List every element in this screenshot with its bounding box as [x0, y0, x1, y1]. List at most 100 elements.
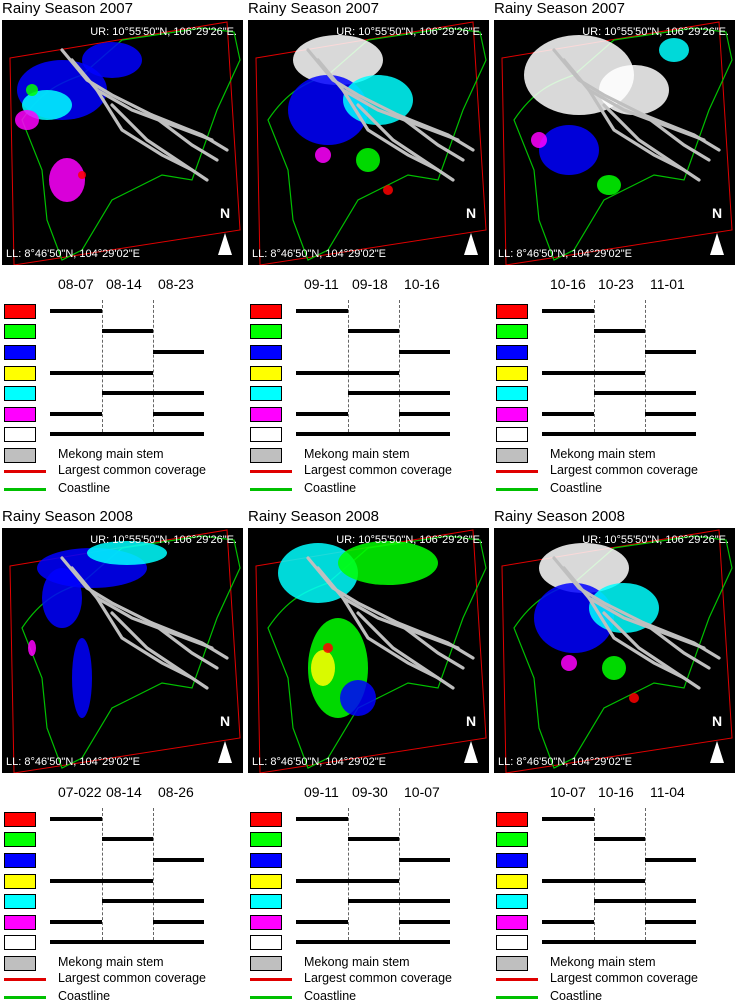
mekong-river — [306, 556, 475, 660]
north-arrow-shape — [464, 233, 478, 255]
date-span-bar — [348, 837, 399, 841]
north-arrow-shape — [218, 233, 232, 255]
date-span-bar — [296, 412, 348, 416]
date-span-bar — [50, 879, 153, 883]
north-label: N — [711, 713, 723, 729]
color-swatch-blue — [250, 853, 282, 868]
inundation-area — [78, 171, 86, 179]
panel-title: Rainy Season 2008 — [494, 508, 625, 525]
mekong-label: Mekong main stem — [304, 955, 410, 969]
mekong-river — [396, 113, 465, 162]
date-label: 09-11 — [304, 784, 339, 800]
delta-map-graphic — [501, 529, 733, 773]
date-divider — [348, 808, 349, 940]
legend-coverage: Largest common coverage — [492, 462, 737, 480]
delta-map-graphic — [255, 529, 487, 773]
date-span-bar — [296, 371, 399, 375]
inundation-area — [539, 125, 599, 175]
delta-map: UR: 10°55'50"N, 106°29'26"E. LL: 8°46'50"… — [248, 20, 489, 265]
color-swatch-green — [250, 832, 282, 847]
date-label: 10-16 — [550, 276, 586, 292]
inundation-area — [49, 158, 85, 202]
date-span-bar — [50, 940, 204, 944]
mekong-river — [356, 611, 455, 690]
date-span-bar — [296, 920, 348, 924]
coastline-label: Coastline — [550, 989, 603, 1003]
date-span-bar — [542, 371, 645, 375]
color-combination-legend — [246, 806, 491, 951]
north-arrow-shape — [710, 233, 724, 255]
date-label: 08-14 — [106, 276, 142, 292]
date-span-bar — [594, 329, 645, 333]
coastline-label: Coastline — [58, 989, 111, 1003]
inundation-area — [15, 110, 39, 130]
coastline-line-swatch — [496, 996, 538, 999]
date-span-bar — [645, 412, 696, 416]
inundation-area — [602, 656, 626, 680]
color-swatch-cyan — [496, 386, 528, 401]
color-swatch-white — [4, 427, 36, 442]
panel-title: Rainy Season 2008 — [248, 508, 379, 525]
date-span-bar — [153, 858, 204, 862]
north-arrow-shape — [218, 741, 232, 763]
mekong-label: Mekong main stem — [550, 447, 656, 461]
date-span-bar — [542, 940, 696, 944]
mekong-swatch — [250, 956, 282, 971]
coverage-label: Largest common coverage — [304, 463, 452, 477]
color-combination-legend — [492, 806, 737, 951]
color-swatch-yellow — [250, 874, 282, 889]
color-swatch-white — [4, 935, 36, 950]
mekong-river — [60, 556, 229, 660]
coastline-label: Coastline — [304, 989, 357, 1003]
date-label: 10-07 — [550, 784, 586, 800]
color-swatch-red — [250, 812, 282, 827]
inundation-area — [278, 543, 358, 603]
upper-right-coordinate: UR: 10°55'50"N, 106°29'26"E. — [582, 534, 729, 546]
mekong-river — [95, 88, 194, 172]
color-swatch-cyan — [496, 894, 528, 909]
date-span-bar — [348, 391, 450, 395]
mekong-river — [642, 621, 711, 670]
lower-left-coordinate: LL: 8°46'50"N, 104°29'02"E — [6, 756, 140, 768]
color-swatch-white — [250, 935, 282, 950]
coverage-boundary — [9, 529, 241, 773]
date-label: 10-23 — [598, 276, 634, 292]
acquisition-dates: 10-07 10-16 11-04 — [492, 784, 737, 804]
date-divider — [645, 300, 646, 432]
color-swatch-yellow — [496, 366, 528, 381]
color-combination-legend — [0, 806, 245, 951]
date-divider — [102, 300, 103, 432]
date-span-bar — [50, 371, 153, 375]
mekong-river — [110, 611, 209, 690]
mekong-river — [150, 621, 219, 670]
figure-panel: Rainy Season 2008 UR: 10°55'50"N, 106°29'… — [0, 508, 245, 1003]
coastline — [267, 27, 487, 261]
date-span-bar — [153, 920, 204, 924]
mekong-river — [150, 113, 219, 162]
lower-left-coordinate: LL: 8°46'50"N, 104°29'02"E — [6, 248, 140, 260]
inundation-area — [323, 643, 333, 653]
date-span-bar — [542, 309, 594, 313]
color-swatch-blue — [496, 345, 528, 360]
legend-coastline: Coastline — [492, 988, 737, 1006]
delta-map: UR: 10°55'50"N, 106°29'26"E. LL: 8°46'50"… — [2, 528, 243, 773]
mekong-label: Mekong main stem — [550, 955, 656, 969]
figure-panel: Rainy Season 2008 UR: 10°55'50"N, 106°29'… — [492, 508, 737, 1003]
coastline-line-swatch — [4, 488, 46, 491]
color-swatch-magenta — [250, 915, 282, 930]
color-swatch-white — [250, 427, 282, 442]
upper-right-coordinate: UR: 10°55'50"N, 106°29'26"E. — [336, 26, 483, 38]
inundation-area — [659, 38, 689, 62]
color-swatch-blue — [496, 853, 528, 868]
lower-left-coordinate: LL: 8°46'50"N, 104°29'02"E — [252, 248, 386, 260]
date-divider — [153, 300, 154, 432]
date-label: 09-11 — [304, 276, 339, 292]
coverage-boundary — [501, 21, 733, 265]
north-arrow-shape — [710, 741, 724, 763]
color-swatch-green — [496, 324, 528, 339]
upper-right-coordinate: UR: 10°55'50"N, 106°29'26"E. — [582, 26, 729, 38]
coverage-line-swatch — [250, 978, 292, 981]
north-arrow-icon: N — [461, 713, 481, 763]
coastline-label: Coastline — [58, 481, 111, 495]
date-label: 11-04 — [650, 784, 685, 800]
